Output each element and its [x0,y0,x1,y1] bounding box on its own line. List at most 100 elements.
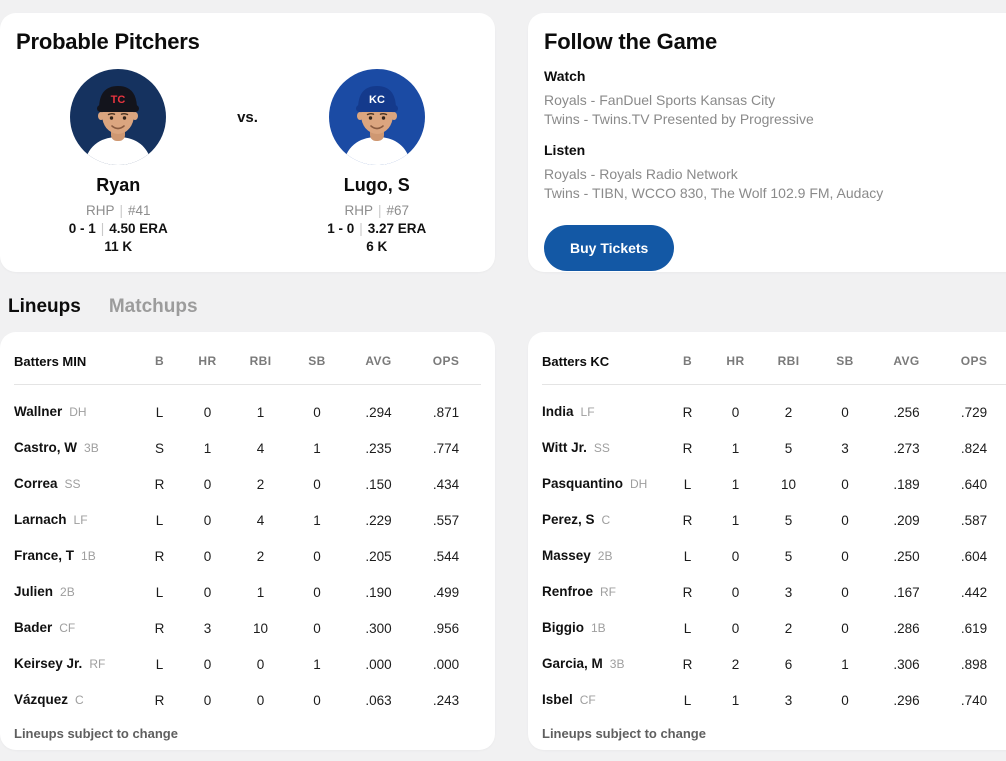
player-name: Castro, W [14,440,78,455]
player-name-cell[interactable]: Keirsey Jr. RF [14,655,137,673]
player-row[interactable]: Pasquantino DH L 1 10 0 .189 .640 [528,466,1006,502]
player-row[interactable]: Julien 2B L 0 1 0 .190 .499 [0,574,495,610]
stat-sb: 0 [313,692,321,708]
player-name-cell[interactable]: Isbel CF [542,691,665,709]
player-name-cell[interactable]: Castro, W 3B [14,439,137,457]
stat-b: R [682,656,693,672]
player-name-cell[interactable]: Pasquantino DH [542,475,665,493]
player-position: SS [64,477,81,491]
stat-b: L [683,548,692,564]
stat-avg: .296 [893,692,920,708]
player-row[interactable]: Correa SS R 0 2 0 .150 .434 [0,466,495,502]
player-row[interactable]: Keirsey Jr. RF L 0 0 1 .000 .000 [0,646,495,682]
player-name-cell[interactable]: Vázquez C [14,691,137,709]
stat-sb: 0 [313,584,321,600]
stat-ops: .557 [432,512,460,528]
stat-ops: .956 [432,620,460,636]
player-row[interactable]: Vázquez C R 0 0 0 .063 .243 [0,682,495,718]
stat-ops: .499 [432,584,460,600]
stat-hr: 0 [731,404,740,420]
player-row[interactable]: Castro, W 3B S 1 4 1 .235 .774 [0,430,495,466]
column-header-ops: OPS [432,354,460,368]
buy-tickets-button[interactable]: Buy Tickets [544,225,675,271]
probable-pitchers-card: Probable Pitchers TC [0,13,495,272]
player-row[interactable]: Bader CF R 3 10 0 .300 .956 [0,610,495,646]
player-row[interactable]: Witt Jr. SS R 1 5 3 .273 .824 [528,430,1006,466]
tab-matchups[interactable]: Matchups [108,296,198,317]
player-name-cell[interactable]: France, T 1B [14,547,137,565]
player-name: Massey [542,548,591,563]
stat-ops: .442 [960,584,988,600]
stat-sb: 1 [313,656,321,672]
twins-cap-logo: TC [111,94,126,106]
stat-sb: 0 [841,476,849,492]
stat-avg: .190 [365,584,392,600]
player-name-cell[interactable]: Perez, S C [542,511,665,529]
player-name-cell[interactable]: Renfroe RF [542,583,665,601]
player-name: Pasquantino [542,476,624,491]
stat-sb: 0 [841,548,849,564]
player-row[interactable]: Biggio 1B L 0 2 0 .286 .619 [528,610,1006,646]
pitcher-away-name[interactable]: Ryan [96,175,141,195]
stat-b: R [682,584,693,600]
vs-label: vs. [237,109,258,126]
stat-ops: .740 [960,692,988,708]
stat-sb: 0 [313,620,321,636]
player-name-cell[interactable]: Biggio 1B [542,619,665,637]
player-name-cell[interactable]: India LF [542,403,665,421]
lineups-note: Lineups subject to change [14,726,178,741]
stat-hr: 1 [203,440,212,456]
player-position: C [75,693,84,707]
stat-b: R [154,476,165,492]
stat-hr: 0 [203,548,212,564]
player-name-cell[interactable]: Massey 2B [542,547,665,565]
column-header-avg: AVG [893,354,920,368]
player-row[interactable]: Larnach LF L 0 4 1 .229 .557 [0,502,495,538]
stat-ops: .774 [432,440,460,456]
stat-hr: 0 [203,404,212,420]
stat-b: R [154,692,165,708]
player-row[interactable]: Wallner DH L 0 1 0 .294 .871 [0,394,495,430]
column-header-ops: OPS [960,354,988,368]
player-row[interactable]: Isbel CF L 1 3 0 .296 .740 [528,682,1006,718]
stat-b: R [682,404,693,420]
player-name-cell[interactable]: Garcia, M 3B [542,655,665,673]
stat-avg: .256 [893,404,920,420]
stat-rbi: 5 [784,512,793,528]
stat-hr: 0 [731,620,740,636]
column-header-sb: SB [836,354,854,368]
stat-hr: 0 [203,692,212,708]
stat-ops: .824 [960,440,988,456]
player-name: Garcia, M [542,656,603,671]
stat-b: L [683,476,692,492]
stat-avg: .250 [893,548,920,564]
pitcher-away-avatar-icon: TC [70,69,167,165]
player-row[interactable]: France, T 1B R 0 2 0 .205 .544 [0,538,495,574]
player-name-cell[interactable]: Wallner DH [14,403,137,421]
player-name-cell[interactable]: Julien 2B [14,583,137,601]
player-row[interactable]: Perez, S C R 1 5 0 .209 .587 [528,502,1006,538]
stat-avg: .189 [893,476,920,492]
tab-lineups[interactable]: Lineups [8,296,81,317]
player-name-cell[interactable]: Correa SS [14,475,137,493]
player-name: Bader [14,620,53,635]
separator: | [100,221,105,236]
stat-rbi: 2 [784,404,793,420]
stat-b: R [682,440,693,456]
stat-sb: 0 [313,404,321,420]
player-position: LF [580,405,595,419]
stat-rbi: 1 [256,584,265,600]
stat-hr: 0 [731,584,740,600]
lineups-matchups-tabs: Lineups Matchups [8,296,198,318]
pitcher-home-name[interactable]: Lugo, S [343,175,410,195]
player-position: DH [630,477,648,491]
watch-lines: Royals - FanDuel Sports Kansas City Twin… [544,91,1006,129]
player-row[interactable]: India LF R 0 2 0 .256 .729 [528,394,1006,430]
player-name-cell[interactable]: Witt Jr. SS [542,439,665,457]
player-row[interactable]: Garcia, M 3B R 2 6 1 .306 .898 [528,646,1006,682]
player-position: 1B [81,549,96,563]
player-name-cell[interactable]: Bader CF [14,619,137,637]
player-row[interactable]: Massey 2B L 0 5 0 .250 .604 [528,538,1006,574]
player-row[interactable]: Renfroe RF R 0 3 0 .167 .442 [528,574,1006,610]
player-name-cell[interactable]: Larnach LF [14,511,137,529]
